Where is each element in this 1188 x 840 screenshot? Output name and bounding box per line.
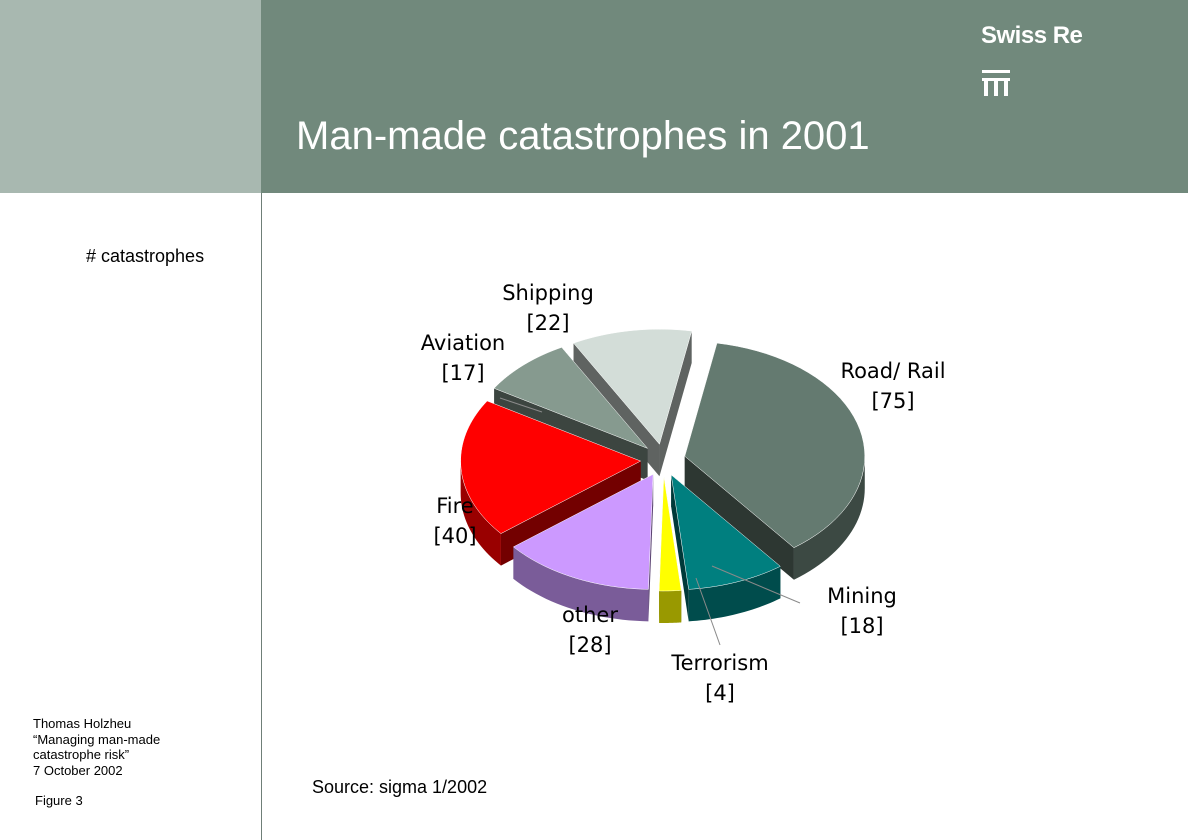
source-note: Source: sigma 1/2002: [312, 777, 488, 797]
side-panel: [0, 0, 261, 193]
slice-label-fire: Fire: [436, 494, 473, 518]
pie-slice-terrorism: [658, 475, 682, 623]
slice-label-mining: Mining: [827, 584, 897, 608]
brand-logo-icon: [982, 70, 1010, 96]
slice-label-road-rail: Road/ Rail: [840, 359, 945, 383]
author-line: “Managing man-made: [33, 731, 161, 747]
slice-value-other: [28]: [568, 633, 611, 657]
figure-label: Figure 3: [35, 793, 83, 808]
leader-line-terrorism: [695, 577, 721, 646]
slice-label-terrorism: Terrorism: [670, 651, 768, 675]
slice-value-fire: [40]: [433, 524, 476, 548]
pie-slice-other: [512, 473, 654, 622]
author-line: 7 October 2002: [33, 762, 123, 778]
pie-slice-road-rail: [684, 342, 866, 580]
slide-title: Man-made catastrophes in 2001: [296, 114, 870, 158]
author-info: Thomas Holzheu “Managing man-made catast…: [33, 716, 160, 778]
slice-value-aviation: [17]: [441, 361, 484, 385]
leader-line-mining: [711, 565, 801, 604]
chart-unit-label: # catastrophes: [86, 246, 205, 266]
leader-line-aviation: [499, 397, 543, 413]
slice-label-aviation: Aviation: [421, 331, 506, 355]
author-line: catastrophe risk”: [33, 747, 130, 762]
vertical-divider: [261, 193, 262, 840]
header-band: [261, 0, 1188, 193]
slice-value-shipping: [22]: [526, 311, 569, 335]
pie-slice-mining: [670, 474, 781, 622]
slice-label-shipping: Shipping: [502, 281, 594, 305]
pie-chart: Road/ Rail [75] Mining [18] Terrorism [4] othe…: [421, 281, 946, 705]
slice-value-terrorism: [4]: [705, 681, 735, 705]
slice-value-road-rail: [75]: [871, 389, 914, 413]
slice-label-other: other: [562, 603, 618, 627]
author-line: Thomas Holzheu: [33, 716, 132, 731]
slice-value-mining: [18]: [840, 614, 883, 638]
brand-name: Swiss Re: [981, 22, 1083, 49]
